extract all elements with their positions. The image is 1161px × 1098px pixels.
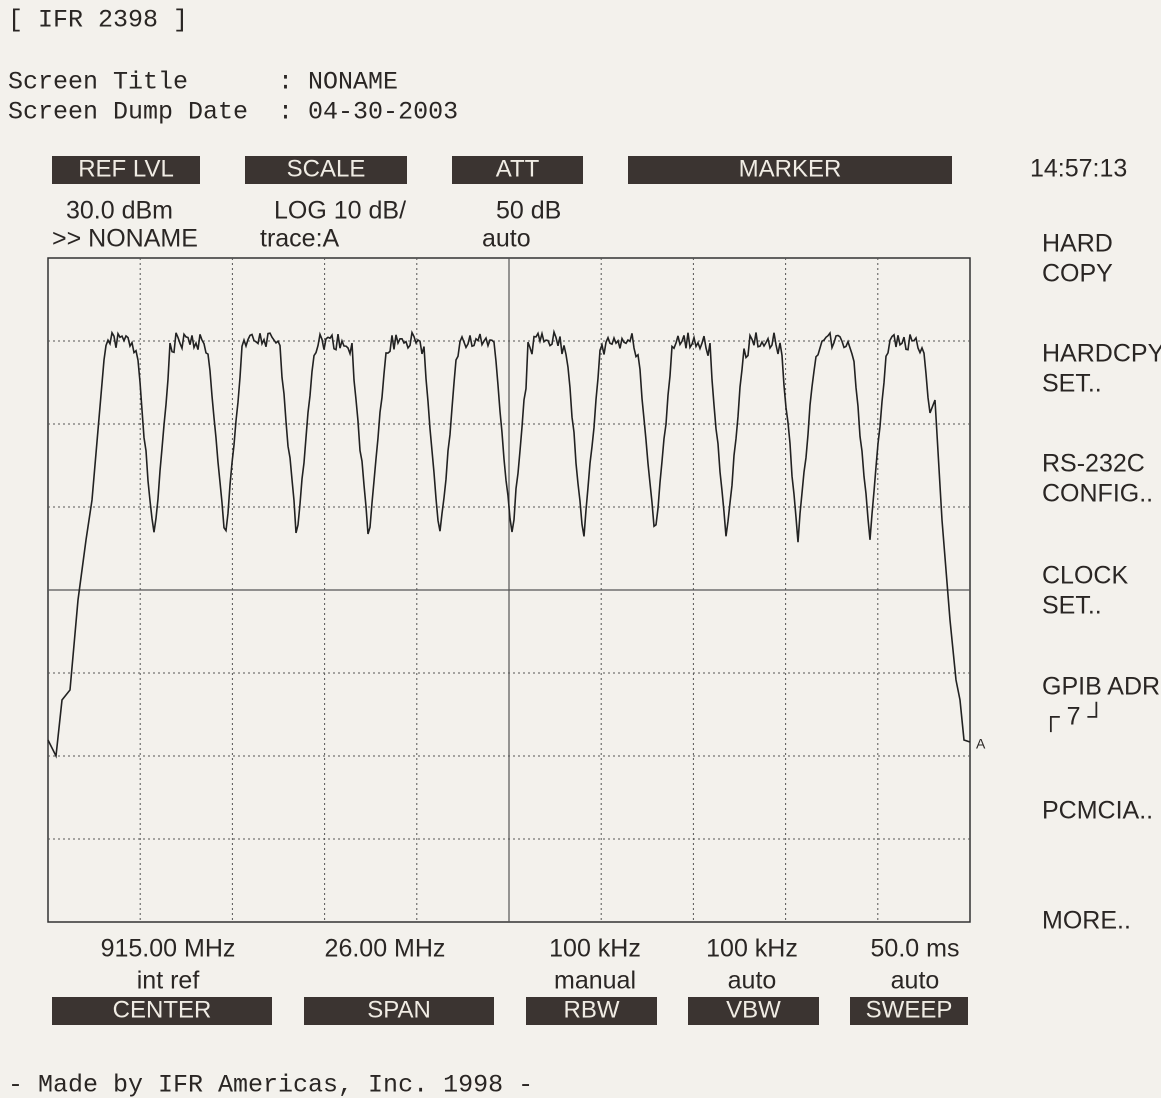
softkey-label: MARKER [739,155,842,182]
softkey-label: REF LVL [78,155,174,182]
readout: auto [891,967,940,995]
readout: manual [554,967,636,995]
menu-item: COPY [1042,260,1113,288]
readout: 30.0 dBm [66,197,173,225]
readout: >> NONAME [52,225,198,253]
header-line: Screen Dump Date : 04-30-2003 [8,98,458,127]
header-title: [ IFR 2398 ] [8,6,188,35]
readout: int ref [137,967,200,995]
readout: 26.00 MHz [325,935,446,963]
menu-item: SET.. [1042,592,1102,620]
readout: auto [482,225,531,253]
footer: - Made by IFR Americas, Inc. 1998 - [8,1071,533,1098]
trace-marker: A [976,736,986,752]
header-line: Screen Title : NONAME [8,68,398,97]
softkey [526,997,657,1025]
menu-item: HARD [1042,230,1113,258]
menu-item: CLOCK [1042,562,1128,590]
menu-item: RS-232C [1042,450,1145,478]
readout: 50 dB [496,197,561,225]
menu-item: ┌ 7 ┘ [1042,702,1105,733]
clock: 14:57:13 [1030,155,1127,183]
softkey-label: SWEEP [866,996,953,1023]
softkey [52,997,272,1025]
menu-item: HARDCPY [1042,340,1161,368]
softkey [628,156,952,184]
softkey [452,156,583,184]
readout: 100 kHz [706,935,798,963]
readout: trace:A [260,225,340,253]
readout: 50.0 ms [871,935,960,963]
softkey [688,997,819,1025]
readout: LOG 10 dB/ [274,197,406,225]
menu-item: GPIB ADR [1042,673,1160,701]
softkey-label: VBW [726,996,781,1023]
softkey [850,997,968,1025]
graticule [48,258,970,922]
softkey [52,156,200,184]
softkey-label: SPAN [367,996,431,1023]
softkey [245,156,407,184]
softkey-label: ATT [496,155,540,182]
readout: auto [728,967,777,995]
readout: 915.00 MHz [101,935,236,963]
trace [47,328,971,759]
menu-item: SET.. [1042,370,1102,398]
softkey-label: SCALE [287,155,366,182]
menu-item: CONFIG.. [1042,480,1153,508]
softkey-label: CENTER [113,996,212,1023]
readout: 100 kHz [549,935,641,963]
menu-item: MORE.. [1042,907,1131,935]
softkey [304,997,494,1025]
softkey-label: RBW [564,996,620,1023]
menu-item: PCMCIA.. [1042,797,1153,825]
